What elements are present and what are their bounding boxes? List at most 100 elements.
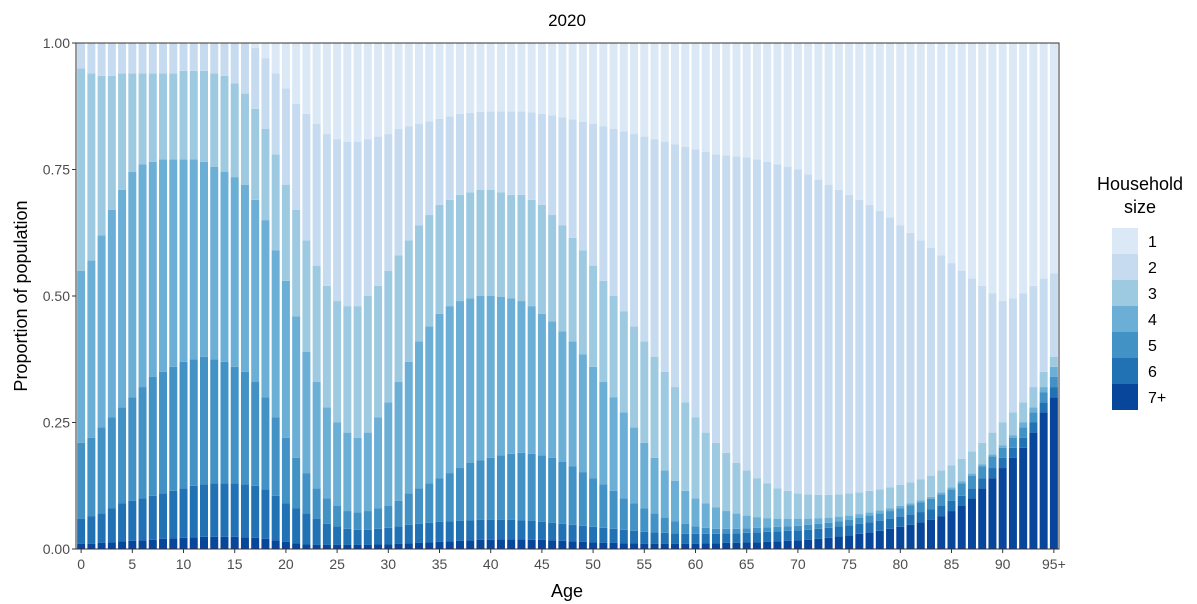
bar-segment-age-76-size-5 xyxy=(855,517,864,524)
bar-segment-age-3-size-6 xyxy=(107,508,116,543)
bar-segment-age-68-size-3 xyxy=(773,488,782,519)
bar-segment-age-28-size-4 xyxy=(363,432,372,512)
bar-segment-age-20-size-3 xyxy=(281,184,290,281)
bar-segment-age-34-size-1 xyxy=(425,43,434,122)
bar-segment-age-54-size-3 xyxy=(630,326,639,428)
bar-segment-age-0-size-2 xyxy=(77,43,86,69)
bar-segment-age-56-size-7+ xyxy=(650,543,659,549)
bar-segment-age-4-size-7+ xyxy=(118,541,127,549)
bar-segment-age-41-size-4 xyxy=(496,297,505,456)
bar-segment-age-48-size-4 xyxy=(568,341,577,467)
bar-segment-age-36-size-6 xyxy=(445,521,454,542)
bar-segment-age-49-size-2 xyxy=(578,121,587,251)
bar-segment-age-21-size-7+ xyxy=(292,543,301,549)
bar-segment-age-19-size-1 xyxy=(271,43,280,74)
bar-segment-age-66-size-1 xyxy=(752,43,761,160)
bar-segment-age-20-size-4 xyxy=(281,280,290,438)
legend-swatch-4 xyxy=(1112,306,1138,332)
bar-segment-age-66-size-6 xyxy=(752,532,761,543)
x-tick-label: 55 xyxy=(637,556,653,572)
bar-segment-age-41-size-3 xyxy=(496,192,505,298)
bar-segment-age-8-size-6 xyxy=(159,493,168,539)
bar-segment-age-90-size-2 xyxy=(998,301,1007,423)
bar-segment-age-65-size-5 xyxy=(742,528,751,533)
bar-segment-age-45-size-6 xyxy=(537,521,546,540)
bar-segment-age-72-size-3 xyxy=(814,494,823,519)
bar-segment-age-22-size-5 xyxy=(302,473,311,514)
bar-segment-age-30-size-5 xyxy=(384,505,393,528)
y-tick-label: 0.00 xyxy=(43,541,70,557)
legend-label-4: 4 xyxy=(1148,312,1157,329)
bar-segment-age-88-size-1 xyxy=(978,43,987,286)
bar-segment-age-57-size-2 xyxy=(660,141,669,372)
bar-segment-age-38-size-5 xyxy=(466,462,475,521)
bar-segment-age-4-size-2 xyxy=(118,43,127,74)
bar-segment-age-92-size-2 xyxy=(1019,293,1028,403)
bar-segment-age-45-size-2 xyxy=(537,113,546,205)
bar-segment-age-10-size-3 xyxy=(179,70,188,160)
bar-segment-age-89-size-2 xyxy=(988,293,997,433)
bar-segment-age-49-size-5 xyxy=(578,472,587,526)
bar-segment-age-86-size-3 xyxy=(957,458,966,482)
bar-segment-age-36-size-5 xyxy=(445,473,454,522)
bar-segment-age-23-size-3 xyxy=(312,265,321,383)
bar-segment-age-8-size-4 xyxy=(159,159,168,372)
bar-segment-age-33-size-1 xyxy=(415,43,424,124)
bar-segment-age-75-size-1 xyxy=(845,43,854,195)
bar-segment-age-11-size-5 xyxy=(189,359,198,486)
bar-segment-age-17-size-4 xyxy=(251,199,260,383)
bar-segment-age-24-size-4 xyxy=(322,407,331,499)
bar-segment-age-59-size-5 xyxy=(681,523,690,534)
bar-segment-age-25-size-5 xyxy=(333,505,342,527)
bar-segment-age-3-size-7+ xyxy=(107,542,116,549)
bar-segment-age-90-size-5 xyxy=(998,447,1007,458)
bar-segment-age-44-size-1 xyxy=(527,43,536,113)
bar-segment-age-52-size-5 xyxy=(609,490,618,529)
bar-segment-age-7-size-2 xyxy=(148,43,157,74)
bar-segment-age-18-size-1 xyxy=(261,43,270,59)
bar-segment-age-50-size-5 xyxy=(589,478,598,527)
bar-segment-age-53-size-6 xyxy=(619,529,628,544)
bar-segment-age-25-size-2 xyxy=(333,139,342,302)
bar-segment-age-37-size-5 xyxy=(455,468,464,521)
bar-segment-age-58-size-2 xyxy=(671,144,680,388)
bar-segment-age-92-size-3 xyxy=(1019,402,1028,423)
bar-segment-age-58-size-3 xyxy=(671,387,680,481)
bar-segment-age-77-size-3 xyxy=(865,490,874,513)
legend-items: 1 2 3 4 5 6 7+ xyxy=(1112,228,1166,410)
bar-segment-age-63-size-5 xyxy=(722,528,731,534)
bar-segment-age-40-size-6 xyxy=(486,519,495,540)
bar-segment-age-27-size-1 xyxy=(353,43,362,142)
bar-segment-age-86-size-7+ xyxy=(957,505,966,549)
bar-segment-age-79-size-6 xyxy=(886,518,895,529)
bar-segment-age-36-size-1 xyxy=(445,43,454,117)
bar-segment-age-50-size-2 xyxy=(589,123,598,266)
bar-segment-age-62-size-6 xyxy=(711,533,720,544)
bar-segment-age-47-size-6 xyxy=(558,523,567,541)
bar-segment-age-21-size-1 xyxy=(292,43,301,104)
bar-segment-age-73-size-4 xyxy=(824,517,833,523)
bar-segment-age-95+-size-4 xyxy=(1049,366,1058,377)
bar-segment-age-71-size-6 xyxy=(804,529,813,540)
bar-segment-age-7-size-6 xyxy=(148,495,157,540)
legend-label-6: 6 xyxy=(1148,364,1157,381)
bar-segment-age-82-size-4 xyxy=(916,500,925,503)
bar-segment-age-89-size-5 xyxy=(988,456,997,469)
bar-segment-age-0-size-5 xyxy=(77,442,86,519)
bar-segment-age-74-size-4 xyxy=(834,516,843,522)
bar-segment-age-64-size-7+ xyxy=(732,542,741,549)
bar-segment-age-64-size-3 xyxy=(732,462,741,514)
bar-segment-age-87-size-3 xyxy=(967,451,976,474)
bar-segment-age-70-size-6 xyxy=(793,530,802,541)
bar-segment-age-37-size-4 xyxy=(455,301,464,469)
bar-segment-age-77-size-1 xyxy=(865,43,874,205)
bar-segment-age-55-size-3 xyxy=(640,341,649,443)
bar-segment-age-56-size-4 xyxy=(650,457,659,514)
bar-segment-age-25-size-3 xyxy=(333,301,342,423)
bar-segment-age-13-size-3 xyxy=(210,73,219,167)
bar-segment-age-23-size-4 xyxy=(312,382,321,489)
bar-segment-age-1-size-6 xyxy=(87,516,96,544)
bar-segment-age-74-size-3 xyxy=(834,494,843,517)
bar-segment-age-37-size-7+ xyxy=(455,540,464,549)
